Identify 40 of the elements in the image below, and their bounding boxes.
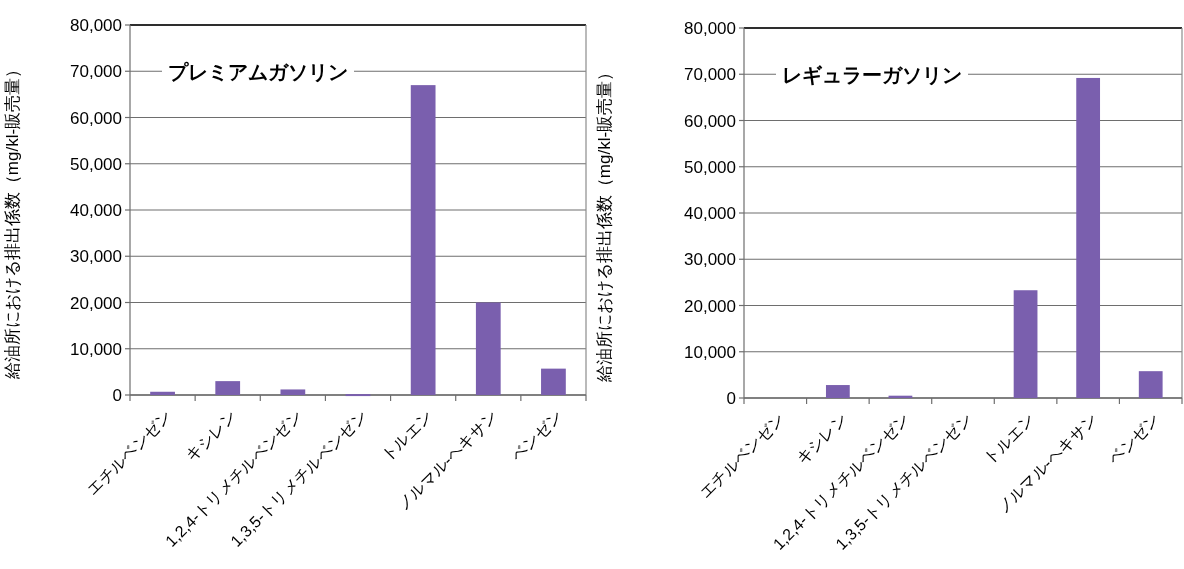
- y-tick-label: 80,000: [684, 19, 736, 38]
- text: プレミアムガソリン: [168, 61, 348, 84]
- x-tick-label: エチルベンゼン: [696, 410, 788, 502]
- x-tick-label: エチルベンゼン: [83, 407, 175, 499]
- y-tick-label: 0: [112, 386, 122, 405]
- y-tick-label: 20,000: [684, 296, 736, 316]
- bar: [150, 391, 175, 395]
- y-tick-label: 70,000: [684, 65, 736, 85]
- y-tick-label: 30,000: [70, 247, 122, 267]
- x-tick-label: ベンゼン: [508, 407, 566, 465]
- x-tick-label: トルエン: [377, 407, 436, 465]
- text: レギュラーガソリン: [782, 64, 962, 87]
- y-tick-label: 60,000: [70, 108, 122, 128]
- y-axis-title: 給油所における排出係数（mg/kl-販売量）: [595, 63, 614, 384]
- bar: [1013, 290, 1038, 398]
- y-tick-label: 80,000: [70, 16, 122, 35]
- y-tick-label: 10,000: [70, 339, 122, 359]
- y-tick-label: 50,000: [70, 154, 122, 174]
- bar: [215, 381, 241, 395]
- y-tick-label: 0: [726, 389, 736, 408]
- bar: [280, 389, 306, 395]
- y-tick-label: 10,000: [684, 342, 736, 362]
- x-tick-label: ベンゼン: [1105, 410, 1163, 468]
- bar: [1138, 371, 1163, 398]
- y-tick-label: 40,000: [70, 201, 122, 220]
- bar: [410, 85, 436, 395]
- y-tick-label: 60,000: [684, 111, 736, 131]
- y-tick-label: 30,000: [684, 250, 736, 270]
- y-tick-label: 20,000: [70, 293, 122, 313]
- bar: [345, 394, 371, 397]
- x-tick-label: キシレン: [792, 410, 850, 468]
- bar: [541, 368, 566, 395]
- y-tick-label: 50,000: [684, 157, 736, 177]
- y-axis-title: 給油所における排出係数（mg/kl-販売量）: [3, 60, 22, 381]
- y-tick-label: 70,000: [70, 62, 122, 82]
- bar: [825, 385, 850, 398]
- x-tick-label: キシレン: [182, 407, 240, 465]
- bar: [475, 302, 501, 395]
- bar: [1076, 77, 1101, 398]
- y-tick-label: 40,000: [684, 204, 736, 223]
